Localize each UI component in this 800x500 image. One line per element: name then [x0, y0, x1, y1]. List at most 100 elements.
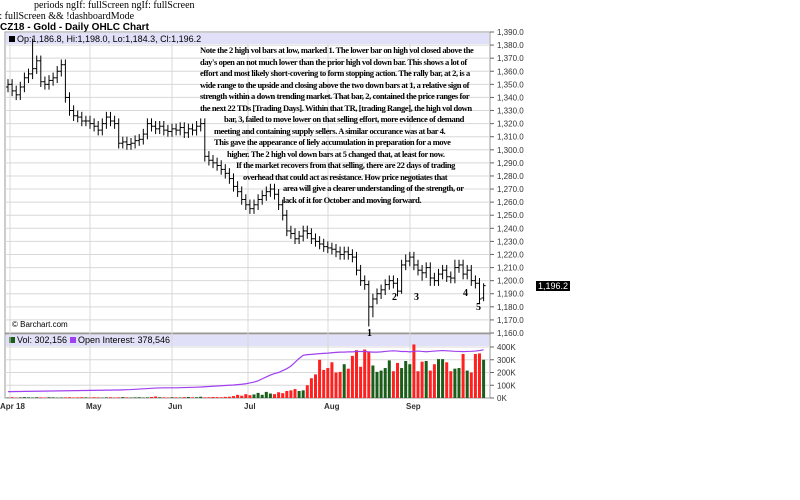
volume-bar	[59, 397, 63, 398]
volume-bar	[10, 397, 14, 398]
volume-bar	[314, 374, 317, 398]
ohlc-bar	[481, 283, 486, 302]
ohlc-bar	[317, 236, 322, 250]
ohlc-bar	[18, 81, 23, 101]
volume-bar	[482, 359, 486, 398]
annotation-line: strength within a down trending market. …	[200, 91, 470, 101]
ohlc-bar	[264, 186, 269, 201]
ohlc-bar	[14, 85, 19, 101]
volume-bar	[297, 390, 301, 398]
ohlc-bar	[182, 122, 187, 139]
volume-bar	[248, 395, 252, 398]
volume-bar	[232, 396, 235, 398]
ohlc-bar	[223, 164, 228, 179]
ohlc-bar	[34, 55, 39, 74]
price-tick-label: 1,200.0	[497, 277, 524, 286]
annotation-line: higher. The 2 high vol down bars at 5 ch…	[227, 148, 445, 159]
price-header-bar	[6, 33, 489, 44]
price-tick-label: 1,180.0	[497, 303, 524, 312]
ohlc-bar	[452, 259, 457, 284]
volume-bar	[186, 396, 190, 398]
ohlc-bar	[465, 264, 470, 280]
ohlc-bar	[243, 194, 248, 210]
volume-tick-label: 300K	[497, 356, 516, 365]
ohlc-bar	[321, 238, 326, 252]
ohlc-bar	[256, 194, 261, 210]
volume-bar	[27, 397, 30, 398]
volume-bar	[141, 397, 145, 398]
ohlc-bar	[161, 120, 166, 136]
volume-bar	[469, 372, 473, 398]
volume-bar	[63, 397, 67, 398]
x-tick-label: May	[86, 402, 102, 411]
ohlc-bar	[67, 92, 72, 116]
price-tick-label: 1,290.0	[497, 159, 524, 168]
price-tick-label: 1,270.0	[497, 185, 524, 194]
price-tick-label: 1,230.0	[497, 237, 524, 246]
volume-bar	[207, 397, 211, 398]
ohlc-bar	[96, 120, 101, 136]
ohlc-bar	[47, 75, 51, 90]
volume-bar	[150, 396, 153, 398]
volume-bar	[383, 368, 387, 398]
ohlc-bar	[301, 225, 306, 242]
volume-bar	[223, 396, 227, 398]
ohlc-bar	[178, 122, 183, 136]
volume-bar	[350, 355, 354, 398]
ohlc-bar	[22, 72, 27, 93]
volume-bar	[346, 368, 350, 398]
volume-bar	[31, 397, 35, 398]
volume-bar	[478, 353, 481, 398]
chart-title: CZ18 - Gold - Daily OHLC Chart	[0, 22, 149, 33]
volume-bar	[379, 370, 383, 398]
ohlc-bar	[239, 186, 244, 205]
ohlc-bar	[387, 275, 392, 290]
volume-bar	[318, 359, 322, 398]
ohlc-bar	[227, 168, 232, 184]
volume-bar	[121, 397, 125, 398]
price-tick-label: 1,190.0	[497, 290, 524, 299]
x-tick-label: Apr 18	[0, 402, 25, 411]
volume-bar	[6, 397, 10, 398]
ohlc-bar	[42, 76, 47, 90]
ohlc-bar	[366, 280, 371, 327]
ohlc-bar	[63, 59, 68, 103]
price-tick-label: 1,330.0	[497, 107, 524, 116]
volume-bar	[330, 362, 334, 398]
ohlc-bar	[104, 111, 109, 129]
volume-bar	[396, 362, 399, 398]
volume-bar	[363, 349, 367, 398]
x-tick-label: Jul	[244, 402, 256, 411]
ohlc-bar	[215, 157, 220, 171]
ohlc-bar	[354, 251, 359, 276]
price-tick-label: 1,370.0	[497, 54, 524, 63]
volume-bar	[273, 394, 276, 398]
ohlc-bar	[112, 115, 117, 129]
volume-bar	[84, 397, 88, 398]
ohlc-bar	[157, 120, 162, 135]
volume-bar	[289, 390, 293, 398]
volume-bar	[285, 390, 289, 398]
volume-label: Vol: 302,156	[17, 335, 68, 345]
volume-bar	[412, 344, 416, 398]
volume-bar	[178, 397, 182, 398]
ohlc-bar	[59, 59, 64, 77]
volume-bar	[92, 397, 96, 398]
volume-bar	[76, 397, 80, 398]
annotation-line: the next 22 TDs [Trading Days]. Within t…	[200, 102, 472, 113]
volume-bar	[51, 397, 55, 398]
annotation-line: effort and most likely short-covering to…	[200, 68, 470, 78]
price-tick-label: 1,260.0	[497, 198, 524, 207]
volume-bar	[72, 397, 76, 398]
volume-bar	[441, 359, 445, 398]
ohlc-bar	[383, 279, 388, 296]
ohlc-bar	[198, 118, 203, 132]
volume-bar	[449, 371, 453, 398]
bar-marker-5: 5	[476, 302, 481, 313]
ohlc-bar	[6, 79, 10, 93]
volume-bar	[428, 370, 432, 398]
volume-bar	[240, 395, 244, 398]
volume-bar	[195, 397, 199, 398]
annotation-line: bar, 3, failed to move lower on that sel…	[224, 114, 464, 124]
